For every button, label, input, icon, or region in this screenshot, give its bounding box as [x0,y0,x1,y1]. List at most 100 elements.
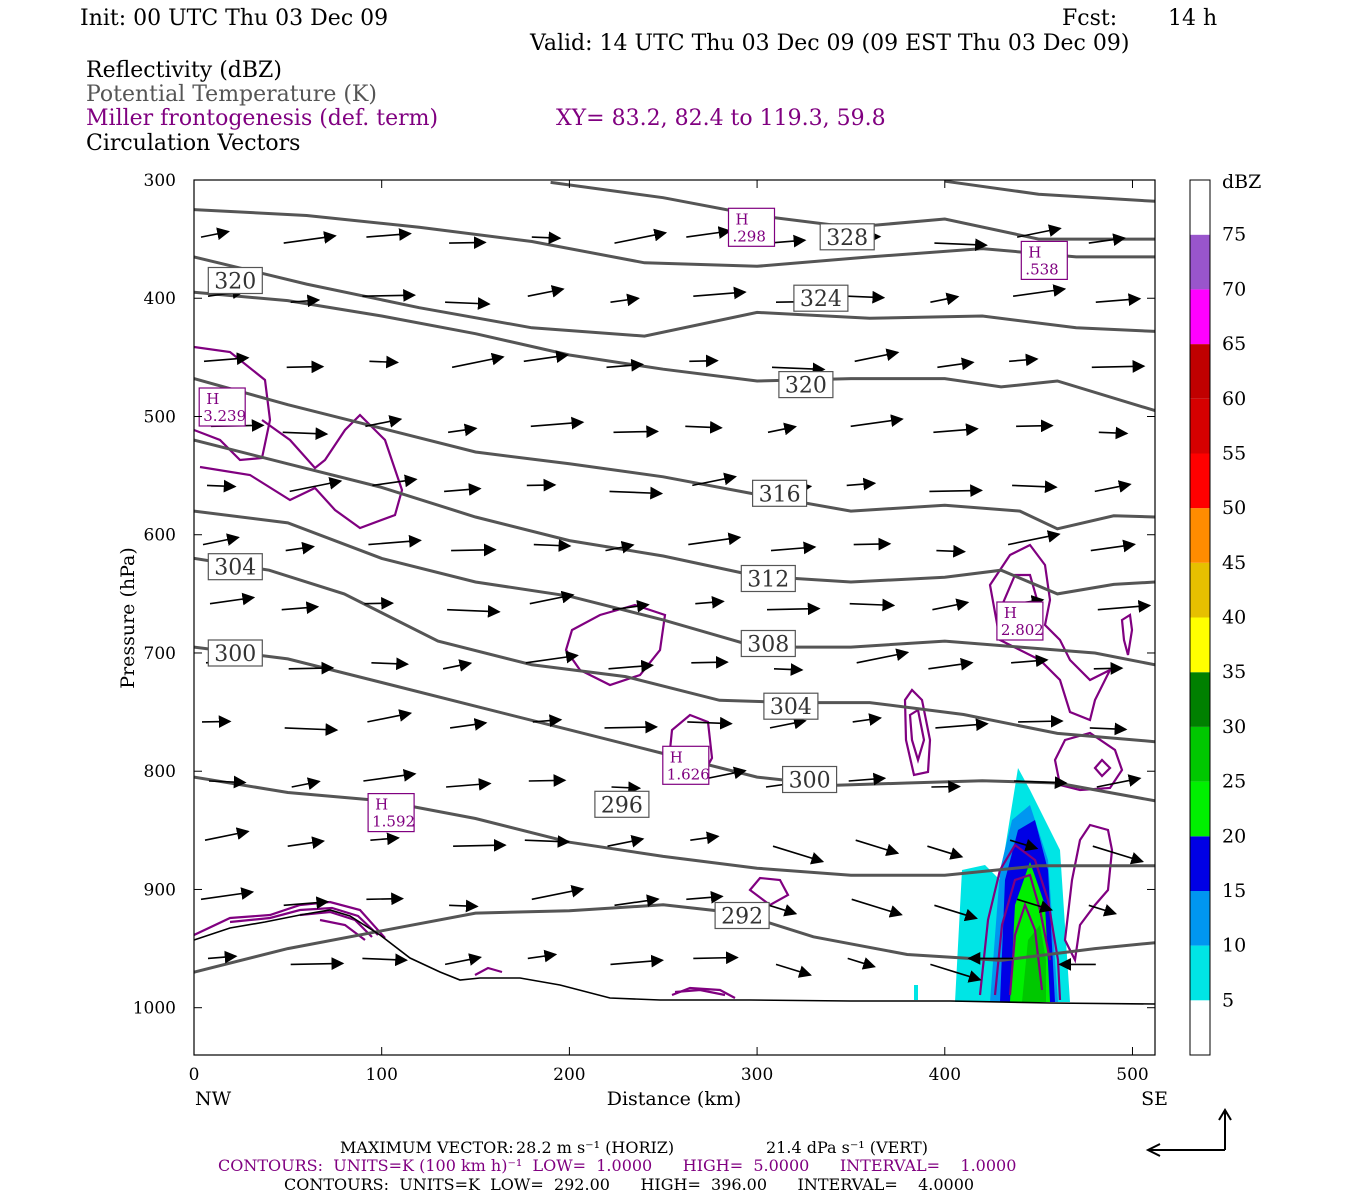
circulation-vector [528,774,567,787]
circulation-vector [442,659,473,672]
field-potential-temperature: Potential Temperature (K) [86,82,377,107]
circulation-vector [208,775,247,789]
frontogenesis-max-marker: H [670,748,683,766]
reference-vector [1145,1108,1232,1157]
circulation-vector [935,718,989,732]
circulation-vector [1094,480,1132,493]
colorbar-level-label: 5 [1222,989,1234,1011]
circulation-vector [846,477,877,491]
circulation-vector [605,540,635,554]
circulation-vector [445,297,491,310]
circulation-vector [288,661,335,675]
circulation-vector [606,358,644,372]
x-axis-title: Distance (km) [607,1088,742,1110]
frontogenesis-max-marker: H [1004,604,1017,622]
circulation-vector [449,236,487,250]
frontogenesis-max-marker: H [1028,243,1041,261]
circulation-vector [604,720,659,734]
x-tick-label: 200 [553,1065,585,1085]
theta-label-328: 328 [826,226,868,251]
circulation-vector [690,831,720,845]
circulation-vector [206,479,237,493]
frontogenesis-max-marker: H [736,210,749,228]
x-axis-ticks: 0 100 200 300 400 500 [189,180,1149,1085]
colorbar-level-label: 60 [1222,388,1246,410]
colorbar-level-label: 15 [1222,880,1246,902]
circulation-vector [281,601,320,615]
colorbar-segment [1190,1000,1210,1055]
circulation-vector [202,533,240,546]
circulation-vector [610,293,640,307]
theta-label-320: 320 [785,374,827,399]
colorbar-segment [1190,562,1210,618]
colorbar-segment [1190,672,1210,727]
x-tick-label: 0 [189,1065,200,1085]
colorbar-segment [1190,945,1210,1001]
reflectivity-colorbar: 5 10 15 20 25 30 35 40 45 50 55 60 65 70 75 [1189,179,1246,1056]
x-tick-label: 500 [1116,1065,1148,1085]
circulation-vector [451,543,497,557]
circulation-vector [934,238,988,252]
colorbar-segment [1190,617,1210,673]
y-axis-title: Pressure (hPa) [117,547,139,689]
theta-label-box [793,284,849,312]
circulation-vector [444,953,482,966]
circulation-vector [853,537,892,551]
circulation-vector [365,415,403,428]
circulation-vector [930,963,982,983]
field-circulation-vectors: Circulation Vectors [86,131,301,156]
field-reflectivity: Reflectivity (dBZ) [86,58,282,83]
y-tick-label: 900 [144,881,176,901]
circulation-vector [1012,284,1067,297]
frontogenesis-max-value: .298 [733,227,766,245]
circulation-vector [362,953,408,967]
circulation-vector [687,716,733,730]
contours-frontogenesis-info: CONTOURS: UNITS=K (100 km h)⁻¹ LOW= 1.00… [218,1156,1017,1175]
circulation-vector [370,832,400,846]
circulation-vector [533,539,572,552]
circulation-vector [1018,714,1064,728]
circulation-vector [927,845,964,860]
circulation-vector [1088,904,1118,917]
circulation-vector [285,541,315,555]
y-axis-ticks: 300 400 500 600 700 800 900 1000 [133,171,1155,1019]
circulation-vector [451,352,505,369]
circulation-vector [609,486,664,500]
y-tick-label: 1000 [133,999,176,1019]
colorbar-level-label: 25 [1222,771,1246,793]
colorbar-segment [1190,890,1210,946]
circulation-vector [614,228,668,244]
y-tick-label: 500 [144,408,176,428]
circulation-vector [529,590,575,605]
colorbar-level-label: 70 [1222,278,1246,300]
circulation-vector [1090,539,1136,553]
circulation-vector [612,599,650,613]
theta-label-300: 300 [789,769,831,794]
theta-label-304: 304 [214,556,256,581]
frontogenesis-contours [194,345,1134,1001]
circulation-vector [1012,480,1058,494]
circulation-vector [608,659,654,673]
circulation-vector [691,655,729,669]
circulation-vector [688,532,742,546]
circulation-vector [372,474,418,488]
circulation-vector [1014,776,1068,790]
max-vector-vert: 21.4 dPa s⁻¹ (VERT) [766,1138,928,1157]
theta-contour-336 [944,180,1155,203]
theta-contour-308 [194,509,1155,667]
circulation-vector [1089,722,1128,736]
colorbar-unit: dBZ [1222,171,1261,193]
max-vector-label: MAXIMUM VECTOR: [340,1138,514,1157]
frontogenesis-max-marker: H [206,390,219,408]
circulation-vector [207,950,238,964]
circulation-vector [686,226,732,239]
x-tick-label: 300 [741,1065,773,1085]
circulation-vector [366,228,412,241]
circulation-vector [287,836,325,850]
frontogenesis-max-box [198,387,246,427]
theta-label-box [740,564,796,593]
circulation-vector [693,951,739,965]
circulation-vector [1016,224,1062,238]
circulation-vector [775,963,812,978]
circulation-vector [523,350,569,364]
